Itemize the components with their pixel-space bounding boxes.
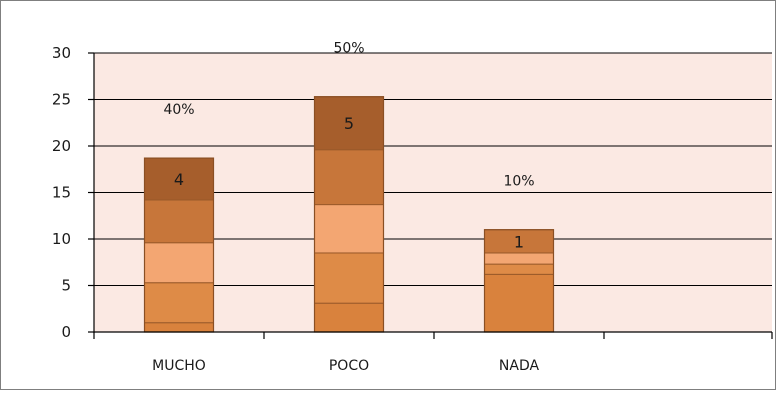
y-tick-label-5: 5 xyxy=(61,277,71,295)
y-tick-label-15: 15 xyxy=(52,184,71,202)
count-label-poco: 5 xyxy=(344,114,354,133)
bar-segment-poco-3 xyxy=(314,204,384,254)
bar-segment-mucho-3 xyxy=(144,242,214,284)
y-tick-label-25: 25 xyxy=(52,91,71,109)
bar-segment-mucho-1 xyxy=(144,322,214,333)
axes xyxy=(88,52,773,339)
bar-segment-nada-2 xyxy=(484,263,554,275)
bar-segment-poco-2 xyxy=(314,252,384,304)
y-tick-label-10: 10 xyxy=(52,230,71,248)
category-label-poco: POCO xyxy=(329,358,369,374)
y-tick-label-0: 0 xyxy=(61,323,71,341)
bar-segment-poco-1 xyxy=(314,302,384,333)
bar-segment-nada-1 xyxy=(484,273,554,333)
labels: 4 40% MUCHO 5 50% POCO 1 10% NADA 0 5 10 15 20 25 30 xyxy=(52,41,540,374)
bar-segment-poco-4 xyxy=(314,149,384,206)
bar-segment-nada-3 xyxy=(484,252,554,265)
percent-label-mucho: 40% xyxy=(163,102,194,118)
bar-segment-mucho-2 xyxy=(144,282,214,324)
percent-label-nada: 10% xyxy=(503,174,534,190)
percent-label-poco: 50% xyxy=(333,41,364,57)
y-tick-label-30: 30 xyxy=(52,44,71,62)
count-label-nada: 1 xyxy=(514,232,524,251)
bars xyxy=(143,96,555,333)
category-label-mucho: MUCHO xyxy=(152,358,206,374)
count-label-mucho: 4 xyxy=(174,170,184,189)
category-label-nada: NADA xyxy=(499,358,540,374)
bar-segment-mucho-4 xyxy=(144,199,214,244)
bar-segment-mucho-5 xyxy=(144,157,214,201)
y-tick-label-20: 20 xyxy=(52,137,71,155)
